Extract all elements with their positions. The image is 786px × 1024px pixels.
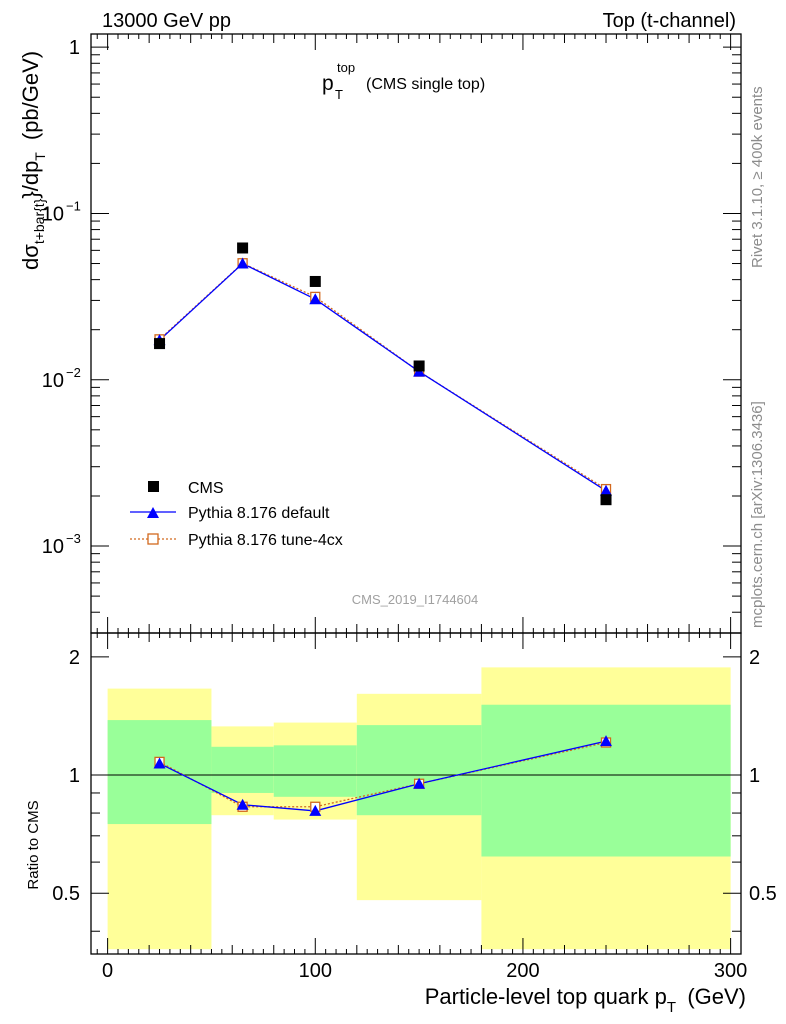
- legend: CMS Pythia 8.176 default Pythia 8.176 tu…: [130, 480, 343, 549]
- ratio-y-axis-label: Ratio to CMS: [25, 800, 42, 889]
- y-tick-exponent: −2: [66, 365, 81, 380]
- inner-band: [356, 725, 482, 816]
- ratio-default-point: [600, 735, 613, 747]
- inner-band: [211, 746, 274, 793]
- analysis-id: CMS_2019_I1744604: [352, 592, 479, 607]
- legend-marker-cms: [148, 481, 159, 492]
- process-label: Top (t-channel): [603, 10, 736, 32]
- legend-marker-tune: [147, 533, 159, 545]
- title-sub: T: [335, 87, 343, 102]
- ylabel-pt-sub: T: [32, 152, 48, 161]
- inner-band: [481, 704, 731, 857]
- inner-band: [273, 745, 357, 797]
- cms-point: [237, 242, 249, 254]
- title-main: p: [322, 72, 334, 95]
- y-tick-label: 1: [69, 37, 80, 59]
- cms-point: [413, 360, 425, 372]
- default-point: [236, 257, 249, 269]
- ylabel-unit: (pb/GeV): [18, 51, 43, 140]
- mcplots-label: mcplots.cern.ch [arXiv:1306.3436]: [749, 401, 766, 628]
- title-sup: top: [337, 60, 355, 75]
- ylabel-mid: }/dp: [18, 161, 43, 199]
- ratio-default-point: [309, 804, 322, 816]
- ratio-y-tick-label: 2: [69, 647, 80, 669]
- plot-title: p top T (CMS single top): [322, 60, 485, 102]
- xlabel-sub: T: [667, 999, 676, 1016]
- ratio-default-point: [236, 798, 249, 810]
- default-point: [600, 484, 613, 496]
- cms-point: [600, 494, 612, 506]
- ratio-frame: [90, 632, 742, 955]
- xlabel-main: Particle-level top quark p: [425, 984, 667, 1009]
- default-line: [159, 262, 607, 492]
- legend-label-tune: Pythia 8.176 tune-4cx: [188, 532, 343, 549]
- energy-label: 13000 GeV pp: [102, 10, 231, 32]
- y-tick-exponent: −1: [66, 198, 81, 213]
- x-tick-label: 300: [714, 960, 747, 982]
- cms-point: [154, 338, 166, 350]
- rivet-label: Rivet 3.1.10, ≥ 400k events: [749, 86, 766, 268]
- cms-point: [309, 275, 321, 287]
- legend-label-cms: CMS: [188, 480, 224, 497]
- svg-text:dσt+bar{t}}/dpT(pb/GeV): dσt+bar{t}}/dpT (pb/GeV): [18, 51, 48, 270]
- ratio-y-tick-label: 0.5: [52, 883, 80, 905]
- ratio-y-tick-label: 1: [69, 765, 80, 787]
- svg-text:Particle-level top quark pT: Particle-level top quark pT: [425, 984, 676, 1016]
- inner-band: [107, 720, 212, 825]
- ylabel-dsigma: dσ: [18, 244, 43, 270]
- ylabel-sigma-sub: t+bar{t}: [31, 198, 47, 244]
- default-point: [309, 293, 322, 305]
- title-note: (CMS single top): [366, 76, 485, 93]
- ratio-uncertainty-bands: [91, 667, 741, 950]
- ratio-y-tick-label-right: 2: [749, 647, 760, 669]
- legend-marker-default: [147, 507, 159, 518]
- legend-label-default: Pythia 8.176 default: [188, 505, 330, 522]
- ratio-default-point: [153, 757, 166, 769]
- y-tick-exponent: −3: [66, 531, 81, 546]
- tune-line: [159, 262, 607, 490]
- y-tick-label: 10: [42, 203, 64, 225]
- ratio-y-tick-label-right: 1: [749, 765, 760, 787]
- y-tick-label: 10: [42, 370, 64, 392]
- ratio-y-tick-label-right: 0.5: [749, 883, 777, 905]
- x-tick-label: 100: [299, 960, 332, 982]
- main-y-axis-label: dσt+bar{t}}/dpT (pb/GeV): [18, 51, 48, 270]
- xlabel-unit: (GeV): [687, 984, 746, 1009]
- x-tick-label: 200: [506, 960, 539, 982]
- y-tick-label: 10: [42, 536, 64, 558]
- ratio-default-point: [413, 777, 426, 789]
- x-axis-label: Particle-level top quark pT (GeV): [425, 984, 746, 1016]
- x-tick-label: 0: [102, 960, 113, 982]
